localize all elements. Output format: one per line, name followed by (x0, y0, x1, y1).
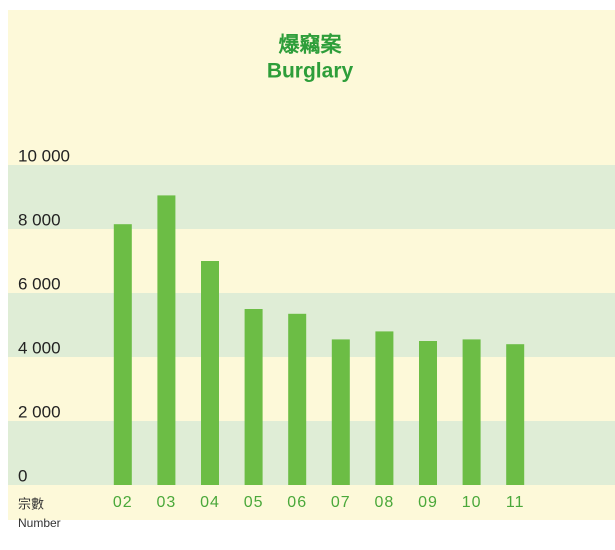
y-tick-label: 4 000 (18, 338, 61, 357)
x-tick-label: 10 (462, 494, 482, 511)
bar (288, 313, 307, 485)
x-tick-label: 05 (244, 494, 264, 511)
x-tick-label: 04 (200, 494, 220, 511)
bar (375, 331, 394, 485)
x-tick-label: 06 (287, 494, 307, 511)
x-tick-label: 03 (157, 494, 177, 511)
bar (506, 344, 525, 485)
bar (331, 339, 350, 485)
bar (244, 309, 263, 485)
y-tick-label: 6 000 (18, 274, 61, 293)
chart-title: 爆竊案 (279, 33, 343, 57)
x-tick-label: 08 (375, 494, 395, 511)
y-tick-label: 10 000 (18, 146, 70, 165)
bar (157, 195, 176, 485)
y-axis-label: 宗數 (18, 496, 44, 511)
y-axis-label-en: Number (18, 516, 61, 530)
bar (201, 261, 219, 485)
x-tick-label: 02 (113, 494, 133, 511)
bar (419, 341, 437, 485)
y-tick-label: 0 (18, 466, 27, 485)
bar (462, 339, 481, 485)
y-tick-label: 2 000 (18, 402, 61, 421)
chart-subtitle: Burglary (267, 60, 354, 83)
bar (113, 224, 132, 485)
x-tick-label: 07 (331, 494, 351, 511)
grid-band (8, 165, 615, 229)
y-tick-label: 8 000 (18, 210, 61, 229)
x-tick-label: 11 (506, 494, 525, 511)
x-tick-label: 09 (418, 494, 438, 511)
